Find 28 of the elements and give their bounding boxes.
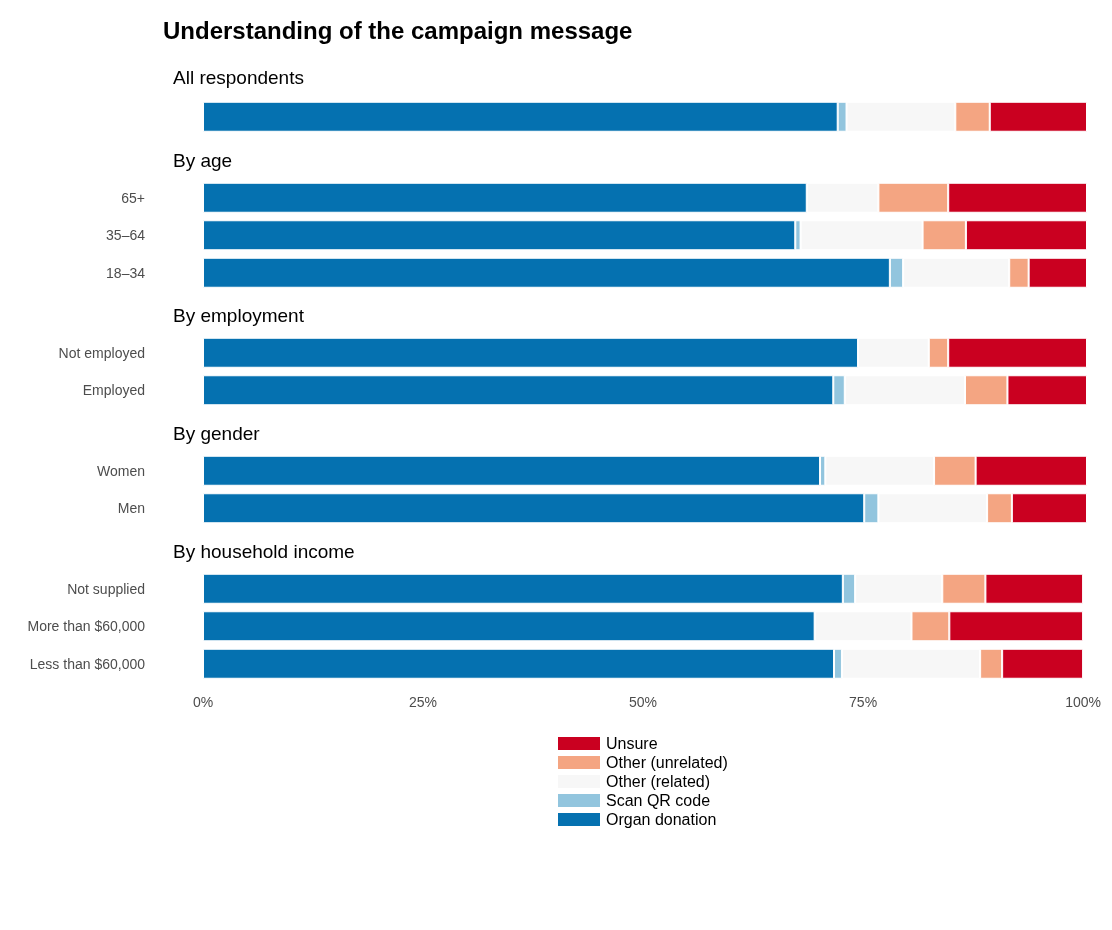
chart-title: By household income bbox=[173, 541, 355, 562]
y-tick-label: Women bbox=[97, 462, 145, 479]
x-tick-label: 100% bbox=[1065, 693, 1101, 710]
chart-subtitle: All respondents bbox=[173, 67, 304, 88]
y-tick-label: Not supplied bbox=[67, 580, 145, 597]
y-tick-label: 35–64 bbox=[106, 226, 146, 243]
y-tick-label: 65+ bbox=[121, 189, 145, 206]
y-tick-label: Employed bbox=[82, 382, 145, 399]
bar bbox=[203, 455, 821, 486]
legend-label: Unsure bbox=[606, 735, 658, 752]
x-tick-label: 0% bbox=[192, 693, 214, 710]
x-tick-label: 75% bbox=[849, 693, 878, 710]
y-tick-label: Not employed bbox=[58, 344, 145, 361]
legend-label: Scan QR code bbox=[606, 792, 711, 809]
bar bbox=[203, 219, 796, 250]
chart-title: By gender bbox=[173, 423, 261, 444]
chart-title: Understanding of the campaign message bbox=[163, 16, 633, 44]
x-tick-label: 50% bbox=[629, 693, 658, 710]
y-tick-label: Men bbox=[117, 500, 145, 517]
legend-label: Organ donation bbox=[606, 811, 717, 828]
chart-title: By age bbox=[173, 149, 233, 171]
legend-label: Other (related) bbox=[606, 773, 711, 790]
y-tick-label: More than $60,000 bbox=[27, 618, 146, 635]
y-tick-label: Less than $60,000 bbox=[29, 655, 146, 672]
legend-label: Other (unrelated) bbox=[606, 754, 728, 771]
chart-title: By employment bbox=[173, 305, 305, 326]
x-tick-label: 25% bbox=[409, 693, 438, 710]
y-tick-label: 18–34 bbox=[106, 264, 146, 281]
